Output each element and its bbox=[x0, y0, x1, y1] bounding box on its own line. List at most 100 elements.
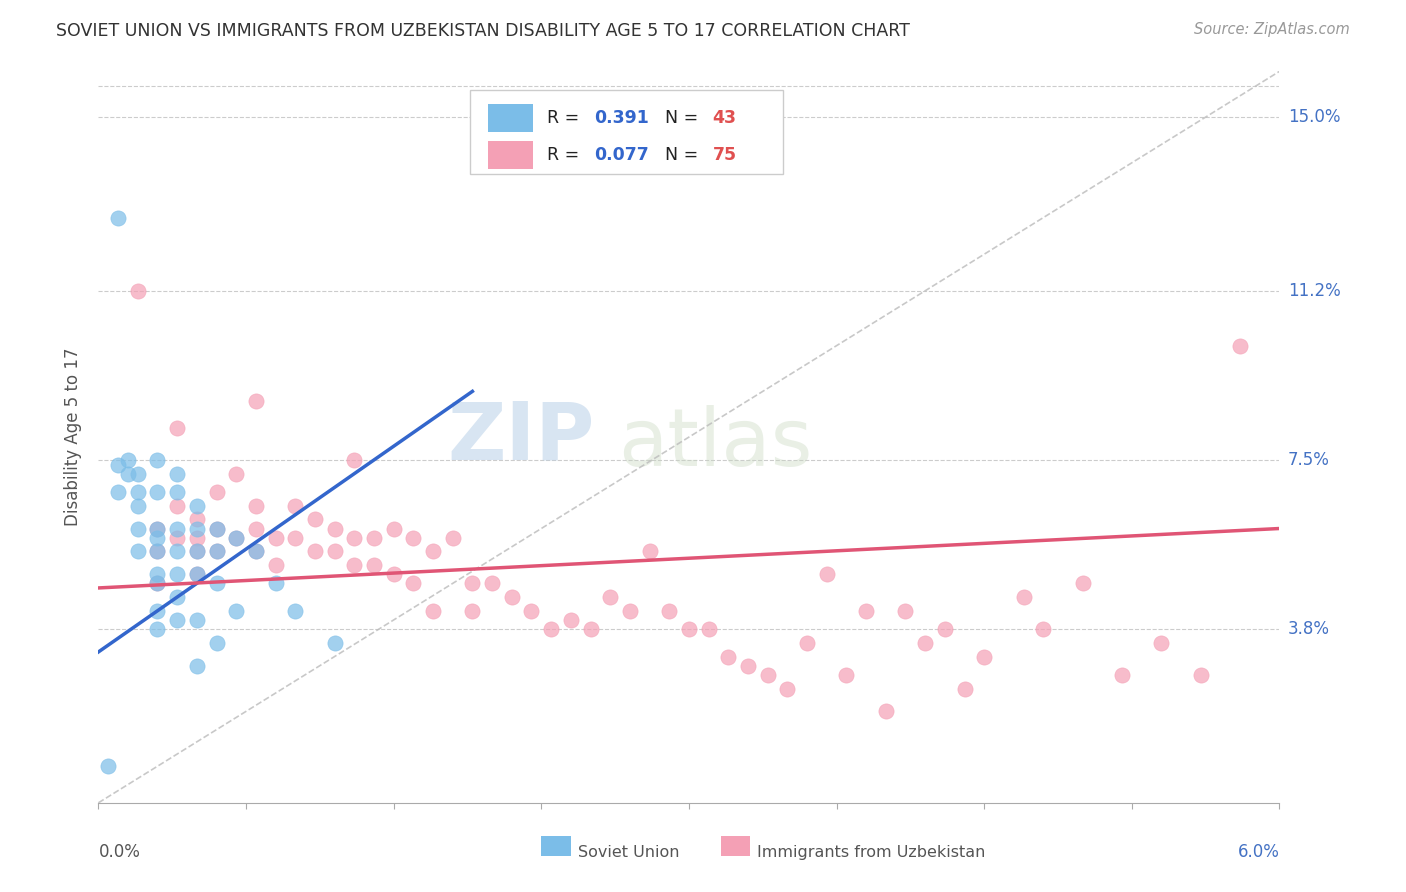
Point bbox=[107, 485, 129, 500]
Text: 0.391: 0.391 bbox=[595, 109, 650, 128]
Point bbox=[245, 521, 267, 535]
Point bbox=[363, 558, 385, 573]
Point bbox=[520, 604, 543, 618]
Point bbox=[127, 521, 149, 535]
Point bbox=[166, 421, 188, 435]
Point bbox=[304, 544, 326, 558]
Point bbox=[186, 567, 208, 582]
Point bbox=[481, 576, 503, 591]
Point bbox=[205, 636, 228, 650]
Point bbox=[146, 604, 169, 618]
Point bbox=[107, 458, 129, 472]
Point bbox=[127, 544, 149, 558]
Point bbox=[402, 531, 425, 545]
Point bbox=[402, 576, 425, 591]
Point bbox=[579, 622, 602, 636]
Point bbox=[146, 544, 169, 558]
Point bbox=[166, 521, 188, 535]
Point bbox=[343, 453, 366, 467]
Point bbox=[166, 499, 188, 513]
Point bbox=[225, 604, 247, 618]
Point bbox=[205, 544, 228, 558]
Point bbox=[1071, 576, 1094, 591]
Point bbox=[127, 467, 149, 481]
Point bbox=[205, 521, 228, 535]
Point bbox=[245, 544, 267, 558]
Point bbox=[875, 705, 897, 719]
Point bbox=[363, 531, 385, 545]
Point bbox=[1150, 636, 1173, 650]
Point bbox=[304, 512, 326, 526]
Point bbox=[117, 467, 139, 481]
Point bbox=[186, 544, 208, 558]
Point bbox=[245, 544, 267, 558]
FancyBboxPatch shape bbox=[541, 836, 571, 856]
Point bbox=[97, 759, 120, 773]
Point bbox=[658, 604, 681, 618]
Point bbox=[225, 531, 247, 545]
Point bbox=[1012, 590, 1035, 604]
Text: 3.8%: 3.8% bbox=[1288, 620, 1330, 638]
Point bbox=[461, 604, 484, 618]
Point bbox=[146, 453, 169, 467]
Point bbox=[343, 558, 366, 573]
Point bbox=[953, 681, 976, 696]
Point bbox=[284, 499, 307, 513]
Point bbox=[264, 576, 287, 591]
Y-axis label: Disability Age 5 to 17: Disability Age 5 to 17 bbox=[65, 348, 83, 526]
Point bbox=[599, 590, 621, 604]
Point bbox=[205, 576, 228, 591]
Point bbox=[815, 567, 838, 582]
Point bbox=[146, 485, 169, 500]
Text: 7.5%: 7.5% bbox=[1288, 451, 1330, 469]
Point bbox=[1229, 338, 1251, 352]
Point bbox=[1032, 622, 1054, 636]
Point bbox=[776, 681, 799, 696]
Point bbox=[146, 521, 169, 535]
Point bbox=[501, 590, 523, 604]
Text: 43: 43 bbox=[713, 109, 737, 128]
Point bbox=[894, 604, 917, 618]
Point bbox=[166, 544, 188, 558]
Text: R =: R = bbox=[547, 109, 585, 128]
Point bbox=[146, 567, 169, 582]
Point bbox=[186, 521, 208, 535]
Point bbox=[225, 467, 247, 481]
Point bbox=[678, 622, 700, 636]
Point bbox=[127, 284, 149, 298]
Point bbox=[146, 531, 169, 545]
Text: Soviet Union: Soviet Union bbox=[578, 846, 679, 860]
Point bbox=[146, 622, 169, 636]
Text: 0.077: 0.077 bbox=[595, 145, 650, 164]
Text: N =: N = bbox=[665, 109, 704, 128]
FancyBboxPatch shape bbox=[488, 141, 533, 169]
Point bbox=[186, 613, 208, 627]
Text: R =: R = bbox=[547, 145, 585, 164]
Text: 11.2%: 11.2% bbox=[1288, 282, 1340, 300]
Point bbox=[914, 636, 936, 650]
Point bbox=[540, 622, 562, 636]
Point bbox=[186, 658, 208, 673]
FancyBboxPatch shape bbox=[471, 90, 783, 174]
Point bbox=[973, 649, 995, 664]
Point bbox=[855, 604, 877, 618]
Point bbox=[756, 667, 779, 681]
Point bbox=[245, 393, 267, 408]
Point bbox=[441, 531, 464, 545]
Point bbox=[127, 499, 149, 513]
Text: 6.0%: 6.0% bbox=[1237, 843, 1279, 861]
Point bbox=[638, 544, 661, 558]
Point bbox=[166, 567, 188, 582]
Point bbox=[186, 544, 208, 558]
Point bbox=[117, 453, 139, 467]
Point bbox=[107, 211, 129, 225]
Point bbox=[717, 649, 740, 664]
Point bbox=[225, 531, 247, 545]
FancyBboxPatch shape bbox=[721, 836, 751, 856]
Point bbox=[560, 613, 582, 627]
Point bbox=[264, 531, 287, 545]
Point bbox=[934, 622, 956, 636]
Point bbox=[146, 576, 169, 591]
Point bbox=[323, 636, 346, 650]
Text: Source: ZipAtlas.com: Source: ZipAtlas.com bbox=[1194, 22, 1350, 37]
